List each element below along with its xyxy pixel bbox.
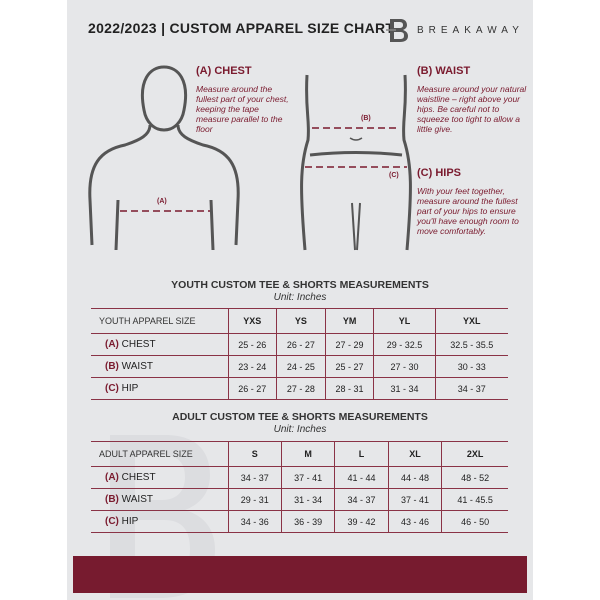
hips-heading: (C) HIPS (417, 167, 461, 179)
table-cell: 48 - 52 (441, 466, 508, 489)
table-cell: 25 - 27 (324, 355, 374, 378)
table-cell: 34 - 36 (227, 510, 282, 533)
size-header: L (334, 441, 389, 467)
adult-size-table: ADULT APPAREL SIZE S M L XL 2XL (A) CHES… (91, 441, 508, 533)
row-header: YOUTH APPAREL SIZE (91, 308, 228, 334)
table-cell: 23 - 24 (227, 355, 277, 378)
size-header: S (227, 441, 282, 467)
measure-label: (A) CHEST (91, 466, 228, 489)
table-cell: 34 - 37 (334, 488, 389, 511)
table-cell: 24 - 25 (276, 355, 326, 378)
size-header: M (280, 441, 335, 467)
footer-bar (73, 556, 527, 593)
waist-heading: (B) WAIST (417, 65, 471, 77)
measure-letter: (C) (105, 383, 119, 394)
table-cell: 25 - 26 (227, 333, 277, 356)
adult-table-caption: ADULT CUSTOM TEE & SHORTS MEASUREMENTS (172, 411, 428, 423)
size-header: YXS (227, 308, 277, 334)
table-cell: 34 - 37 (227, 466, 282, 489)
measure-letter: (A) (105, 472, 119, 483)
table-cell: 29 - 32.5 (373, 333, 436, 356)
measure-letter: (B) (105, 361, 119, 372)
table-cell: 30 - 33 (434, 355, 508, 378)
measure-label: (A) CHEST (91, 333, 228, 356)
measure-name: CHEST (121, 339, 156, 350)
chest-description: Measure around the fullest part of your … (196, 84, 289, 134)
measure-name: WAIST (121, 361, 153, 372)
table-cell: 37 - 41 (387, 488, 442, 511)
row-header: ADULT APPAREL SIZE (91, 441, 228, 467)
adult-table-unit: Unit: Inches (273, 424, 327, 435)
table-cell: 29 - 31 (227, 488, 282, 511)
measure-name: HIP (121, 516, 139, 527)
table-cell: 26 - 27 (227, 377, 277, 400)
table-cell: 27 - 29 (324, 333, 374, 356)
table-row: (C) HIP 26 - 27 27 - 28 28 - 31 31 - 34 34 - … (91, 377, 508, 400)
measure-name: WAIST (121, 494, 153, 505)
table-cell: 39 - 42 (334, 510, 389, 533)
waist-description: Measure around your natural waistline – … (417, 84, 527, 134)
brand-name: BREAKAWAY (417, 25, 524, 36)
size-header: YS (276, 308, 326, 334)
measure-name: HIP (121, 383, 139, 394)
hips-marker: (C) (389, 172, 399, 179)
table-header-row: ADULT APPAREL SIZE S M L XL 2XL (91, 441, 508, 467)
brand-logo-icon (386, 19, 408, 42)
youth-size-table: YOUTH APPAREL SIZE YXS YS YM YL YXL (A) … (91, 308, 508, 400)
body-illustrations (88, 65, 412, 251)
upper-body-figure (88, 65, 412, 251)
table-header-row: YOUTH APPAREL SIZE YXS YS YM YL YXL (91, 308, 508, 334)
table-cell: 37 - 41 (280, 466, 335, 489)
youth-table-caption: YOUTH CUSTOM TEE & SHORTS MEASUREMENTS (171, 279, 429, 291)
table-cell: 43 - 46 (387, 510, 442, 533)
table-cell: 44 - 48 (387, 466, 442, 489)
table-cell: 27 - 28 (276, 377, 326, 400)
table-row: (C) HIP 34 - 36 36 - 39 39 - 42 43 - 46 46 - … (91, 510, 508, 533)
size-header: YXL (434, 308, 508, 334)
table-cell: 41 - 45.5 (441, 488, 508, 511)
table-cell: 41 - 44 (334, 466, 389, 489)
measure-name: CHEST (121, 472, 156, 483)
chest-marker: (A) (157, 198, 167, 205)
table-row: (A) CHEST 34 - 37 37 - 41 41 - 44 44 - 48 48 … (91, 466, 508, 489)
table-cell: 46 - 50 (441, 510, 508, 533)
table-row: (B) WAIST 29 - 31 31 - 34 34 - 37 37 - 41 41 … (91, 488, 508, 511)
waist-marker: (B) (361, 115, 371, 122)
table-cell: 32.5 - 35.5 (434, 333, 508, 356)
chest-heading: (A) CHEST (196, 65, 252, 77)
table-cell: 31 - 34 (280, 488, 335, 511)
size-header: YL (373, 308, 436, 334)
measure-letter: (A) (105, 339, 119, 350)
table-cell: 34 - 37 (434, 377, 508, 400)
size-header: YM (324, 308, 374, 334)
page-title: 2022/2023 | CUSTOM APPAREL SIZE CHART (88, 20, 395, 36)
table-row: (B) WAIST 23 - 24 24 - 25 25 - 27 27 - 30 30 … (91, 355, 508, 378)
size-header: 2XL (441, 441, 508, 467)
size-header: XL (387, 441, 442, 467)
hips-description: With your feet together, measure around … (417, 186, 519, 236)
table-cell: 31 - 34 (373, 377, 436, 400)
table-row: (A) CHEST 25 - 26 26 - 27 27 - 29 29 - 32.5 3… (91, 333, 508, 356)
measure-label: (C) HIP (91, 510, 228, 533)
measure-label: (C) HIP (91, 377, 228, 400)
table-cell: 26 - 27 (276, 333, 326, 356)
youth-table-unit: Unit: Inches (273, 292, 327, 303)
table-cell: 36 - 39 (280, 510, 335, 533)
measure-label: (B) WAIST (91, 355, 228, 378)
measure-letter: (C) (105, 516, 119, 527)
table-cell: 27 - 30 (373, 355, 436, 378)
table-cell: 28 - 31 (324, 377, 374, 400)
measure-letter: (B) (105, 494, 119, 505)
measure-label: (B) WAIST (91, 488, 228, 511)
